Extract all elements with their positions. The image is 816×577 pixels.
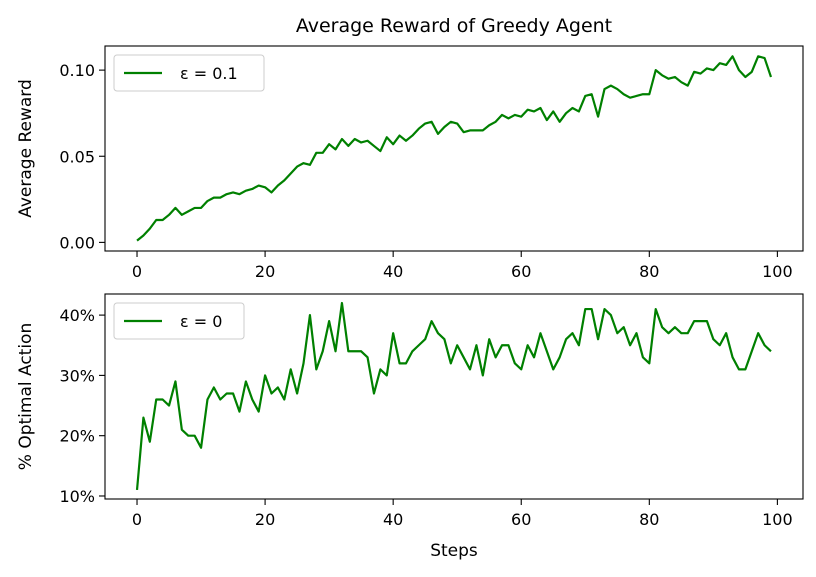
series-line-0-0 — [136, 55, 773, 242]
x-tick-label: 40 — [383, 262, 403, 281]
y-axis-label: Average Reward — [16, 79, 36, 218]
x-tick-label: 100 — [762, 510, 793, 529]
legend-box — [113, 54, 265, 92]
y-tick-label: 0.00 — [59, 233, 95, 252]
average-reward-panel: 0 20 40 60 80 100 0.00 0.05 0.10 Average Reward ε … — [16, 45, 804, 281]
y-axis-label: % Optimal Action — [16, 323, 36, 470]
x-tick-label: 0 — [132, 510, 142, 529]
x-tick-label: 60 — [511, 510, 531, 529]
legend: ε = 0 — [113, 302, 245, 340]
x-tick-label: 80 — [639, 510, 659, 529]
y-tick-label: 30% — [59, 366, 95, 385]
x-tick-label: 20 — [255, 510, 275, 529]
y-tick-label: 20% — [59, 427, 95, 446]
x-tick-label: 80 — [639, 262, 659, 281]
x-tick-label: 100 — [762, 262, 793, 281]
plot-frame — [104, 293, 804, 500]
x-axis-label: Steps — [430, 541, 478, 561]
series-line-1-0 — [135, 301, 772, 491]
y-tick-label: 0.05 — [59, 147, 95, 166]
legend-label: ε = 0.1 — [180, 64, 238, 83]
plot-frame — [104, 45, 804, 252]
x-tick-label: 0 — [132, 262, 142, 281]
y-tick-label: 10% — [59, 487, 95, 506]
chart-title: Average Reward of Greedy Agent — [296, 15, 612, 37]
x-tick-label: 40 — [383, 510, 403, 529]
legend-box — [113, 302, 245, 340]
y-tick-label: 40% — [59, 306, 95, 325]
optimal-action-panel: 0 20 40 60 80 100 10% 20% 30% 40% % Optimal Action… — [16, 293, 804, 561]
x-tick-label: 60 — [511, 262, 531, 281]
y-tick-label: 0.10 — [59, 61, 95, 80]
x-tick-label: 20 — [255, 262, 275, 281]
legend: ε = 0.1 — [113, 54, 265, 92]
legend-label: ε = 0 — [180, 312, 222, 331]
